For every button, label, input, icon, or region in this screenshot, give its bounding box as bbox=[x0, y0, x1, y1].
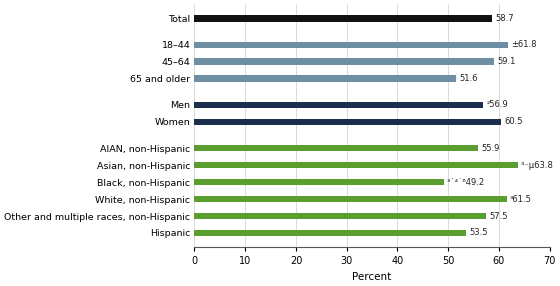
Text: ³⁻​µ63.8: ³⁻​µ63.8 bbox=[521, 161, 553, 170]
Text: 51.6: 51.6 bbox=[459, 74, 478, 83]
Bar bbox=[194, 162, 518, 168]
Bar bbox=[194, 230, 466, 236]
Bar bbox=[194, 213, 486, 219]
Text: ²56.9: ²56.9 bbox=[486, 100, 508, 110]
Text: 53.5: 53.5 bbox=[469, 229, 487, 237]
Text: ±61.8: ±61.8 bbox=[511, 40, 536, 49]
Bar bbox=[194, 119, 501, 125]
Text: 58.7: 58.7 bbox=[496, 14, 514, 23]
Text: 60.5: 60.5 bbox=[505, 117, 523, 126]
Text: 59.1: 59.1 bbox=[497, 57, 516, 66]
Bar bbox=[194, 196, 506, 202]
Bar bbox=[194, 179, 444, 185]
Text: ³˙⁴˙​⁶​49.2: ³˙⁴˙​⁶​49.2 bbox=[447, 178, 484, 186]
Bar bbox=[194, 41, 508, 48]
Text: ³61.5: ³61.5 bbox=[510, 194, 531, 204]
Text: 57.5: 57.5 bbox=[489, 212, 508, 221]
Bar bbox=[194, 58, 494, 65]
X-axis label: Percent: Percent bbox=[352, 272, 391, 282]
Bar bbox=[194, 15, 492, 22]
Bar bbox=[194, 76, 456, 82]
Bar bbox=[194, 102, 483, 108]
Text: 55.9: 55.9 bbox=[481, 144, 500, 153]
Bar bbox=[194, 145, 478, 151]
